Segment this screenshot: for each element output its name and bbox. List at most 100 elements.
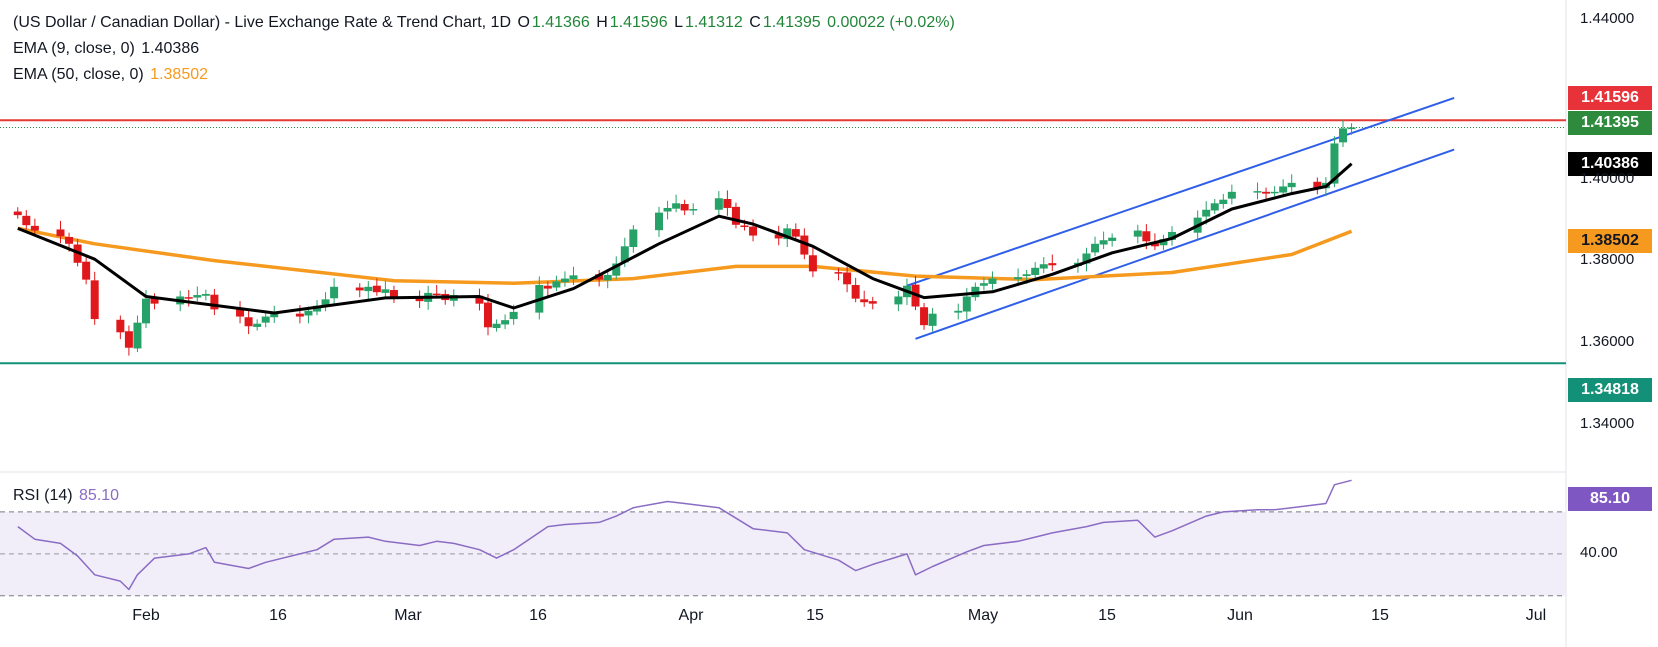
candle-body: [389, 290, 398, 298]
rsi-y-tick: 40.00: [1580, 544, 1618, 561]
candle-body: [552, 281, 561, 288]
rsi-label: RSI (14): [13, 487, 73, 504]
candle-body: [1202, 209, 1211, 217]
candle-body: [210, 294, 219, 310]
candle-body: [843, 272, 852, 285]
candle-body: [1142, 231, 1151, 242]
candle-body: [1313, 181, 1322, 188]
candle-body: [355, 287, 364, 291]
ema9-line: [17, 162, 1353, 315]
candle-body: [1031, 267, 1040, 275]
candle-body: [1330, 143, 1339, 184]
last-price-tag: 1.41395: [1568, 111, 1652, 135]
candle-body: [201, 293, 210, 296]
candle-body: [236, 308, 245, 317]
candle-body: [740, 225, 749, 228]
candle-body: [560, 278, 569, 283]
close-value: 1.41395: [762, 14, 821, 31]
candle-body: [808, 255, 817, 272]
y-tick-2: 1.40000: [1580, 170, 1635, 187]
candle-body: [920, 307, 929, 326]
candle-body: [783, 228, 792, 240]
candle-body: [800, 235, 809, 255]
candle-body: [124, 331, 133, 348]
candle-body: [1099, 240, 1108, 245]
candle-body: [56, 229, 65, 237]
candle-body: [680, 204, 689, 211]
candle-body: [90, 280, 99, 320]
candle-body: [774, 234, 783, 239]
candle-body: [1210, 203, 1219, 211]
candle-body: [1279, 186, 1288, 193]
ema9-price-tag: 1.40386: [1568, 152, 1652, 176]
ema50-price-tag: 1.38502: [1568, 229, 1652, 253]
y-tick-1: 1.44000: [1580, 10, 1635, 27]
ema50-label: EMA (50, close, 0): [13, 66, 144, 83]
candle-body: [595, 274, 604, 280]
candle-body: [475, 295, 484, 304]
chart-header: (US Dollar / Canadian Dollar) - Live Exc…: [13, 14, 957, 32]
x-tick-apr15: 15: [806, 607, 824, 624]
close-label: C: [749, 14, 761, 31]
candle-body: [629, 229, 638, 248]
candle-body: [1159, 239, 1168, 246]
candle-body: [261, 316, 270, 323]
candle-body: [244, 317, 253, 327]
y-tick-5: 1.34000: [1580, 415, 1635, 432]
candle-body: [13, 211, 22, 216]
rsi-value: 85.10: [79, 487, 120, 504]
candle-body: [1227, 191, 1236, 199]
candle-body: [612, 263, 621, 276]
rsi-legend[interactable]: RSI (14) 85.10: [13, 487, 121, 505]
x-tick-apr: Apr: [678, 607, 704, 624]
ema50-legend[interactable]: EMA (50, close, 0) 1.38502: [13, 66, 210, 84]
candle-body: [1219, 199, 1228, 205]
x-tick-mar16: 16: [529, 607, 547, 624]
candle-body: [672, 203, 681, 209]
candle-body: [731, 206, 740, 225]
candle-body: [304, 310, 313, 316]
candle-body: [150, 297, 159, 304]
candle-body: [270, 312, 279, 318]
candle-body: [954, 310, 963, 313]
resistance-price-tag: 1.41596: [1568, 86, 1652, 110]
open-label: O: [517, 14, 530, 31]
ema9-value: 1.40386: [141, 40, 200, 57]
candle-body: [1039, 264, 1048, 269]
candle-body: [663, 207, 672, 212]
candle-body: [492, 323, 501, 329]
ema9-legend[interactable]: EMA (9, close, 0) 1.40386: [13, 40, 201, 58]
candle-body: [851, 285, 860, 299]
candle-body: [82, 261, 91, 280]
x-tick-mar: Mar: [394, 607, 422, 624]
candle-body: [868, 301, 877, 304]
candle-body: [714, 198, 723, 210]
candle-body: [689, 209, 698, 211]
candle-body: [381, 289, 390, 293]
low-label: L: [674, 14, 683, 31]
y-tick-4: 1.36000: [1580, 333, 1635, 350]
x-tick-jun15: 15: [1371, 607, 1389, 624]
candle-body: [1287, 182, 1296, 188]
candle-body: [543, 285, 552, 289]
candle-body: [1253, 191, 1262, 193]
candle-body: [1270, 191, 1279, 194]
support-price-tag: 1.34818: [1568, 378, 1652, 402]
candle-body: [603, 274, 612, 281]
candle-body: [330, 286, 339, 299]
candle-body: [962, 296, 971, 312]
candle-body: [321, 299, 330, 307]
candle-body: [749, 226, 758, 236]
candle-body: [484, 302, 492, 328]
candle-body: [184, 297, 193, 299]
candle-body: [1150, 242, 1159, 247]
candle-body: [22, 215, 31, 226]
high-label: H: [596, 14, 608, 31]
x-tick-feb16: 16: [269, 607, 287, 624]
candle-body: [501, 320, 510, 325]
candle-body: [1347, 127, 1356, 130]
candle-body: [432, 293, 441, 296]
rsi-value-tag: 85.10: [1568, 487, 1652, 511]
candle-body: [894, 296, 903, 305]
